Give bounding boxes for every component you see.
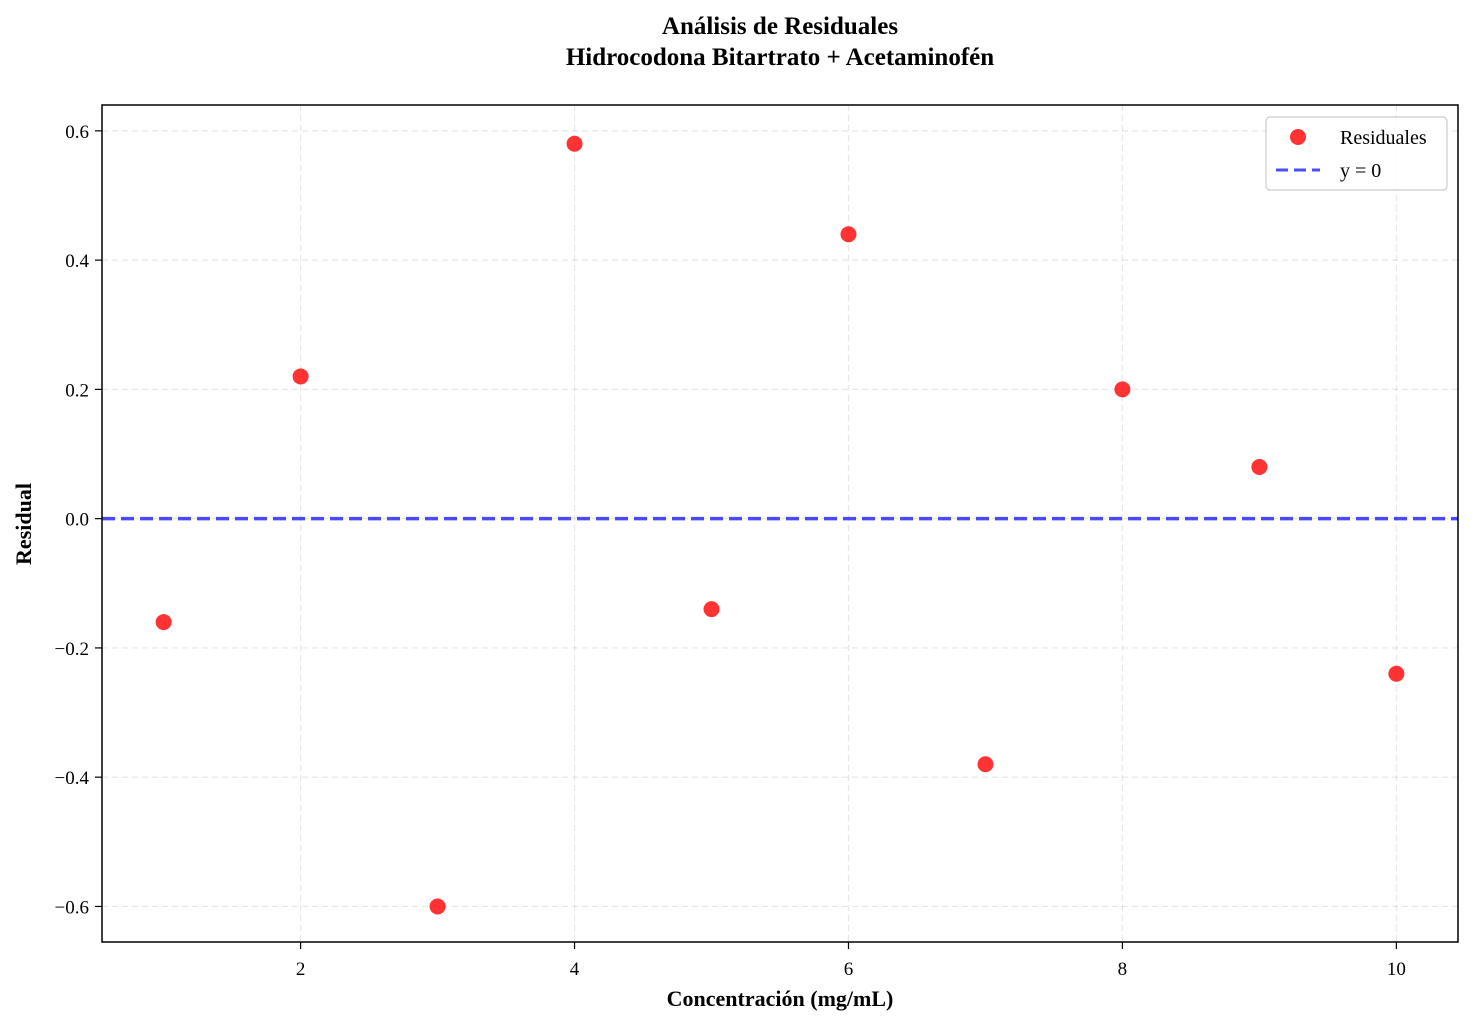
legend: Residuales y = 0 — [1265, 116, 1448, 191]
residual-point — [566, 135, 583, 152]
legend-label-zero-line: y = 0 — [1340, 160, 1381, 182]
residual-point — [155, 614, 172, 631]
residual-point — [1388, 665, 1405, 682]
plot-frame — [101, 104, 1459, 943]
x-tick-label: 2 — [296, 959, 306, 980]
x-axis-label: Concentración (mg/mL) — [667, 986, 894, 1011]
chart-subtitle: Hidrocodona Bitartrato + Acetaminofén — [566, 44, 994, 71]
residual-point — [292, 368, 309, 385]
residual-point — [1114, 381, 1131, 398]
x-tick-label: 10 — [1387, 959, 1406, 980]
legend-marker-residuales — [1290, 129, 1306, 145]
chart-title: Análisis de Residuales — [662, 13, 898, 40]
legend-box — [1265, 116, 1448, 191]
residual-point — [703, 601, 720, 618]
y-tick-label: 0.0 — [65, 510, 89, 531]
x-tick-label: 6 — [844, 959, 854, 980]
x-tick-label: 8 — [1118, 959, 1128, 980]
y-tick-label: 0.2 — [65, 380, 89, 401]
y-tick-label: −0.2 — [55, 639, 89, 660]
x-tick-label: 4 — [570, 959, 580, 980]
y-tick-label: −0.6 — [55, 897, 89, 918]
legend-label-residuales: Residuales — [1340, 127, 1427, 149]
grid-lines — [102, 105, 1458, 942]
y-tick-label: −0.4 — [55, 768, 90, 789]
residual-point — [977, 756, 994, 773]
residual-point — [840, 226, 857, 243]
y-axis-label: Residual — [11, 483, 36, 565]
x-axis-ticks: 2 4 6 8 10 — [296, 942, 1406, 980]
y-tick-label: 0.6 — [65, 122, 89, 143]
y-axis-ticks: −0.6 −0.4 −0.2 0.0 0.2 0.4 0.6 — [55, 122, 102, 918]
residual-point — [429, 898, 446, 915]
residual-point — [1251, 458, 1268, 475]
y-tick-label: 0.4 — [65, 251, 89, 272]
scatter-points — [155, 135, 1405, 915]
